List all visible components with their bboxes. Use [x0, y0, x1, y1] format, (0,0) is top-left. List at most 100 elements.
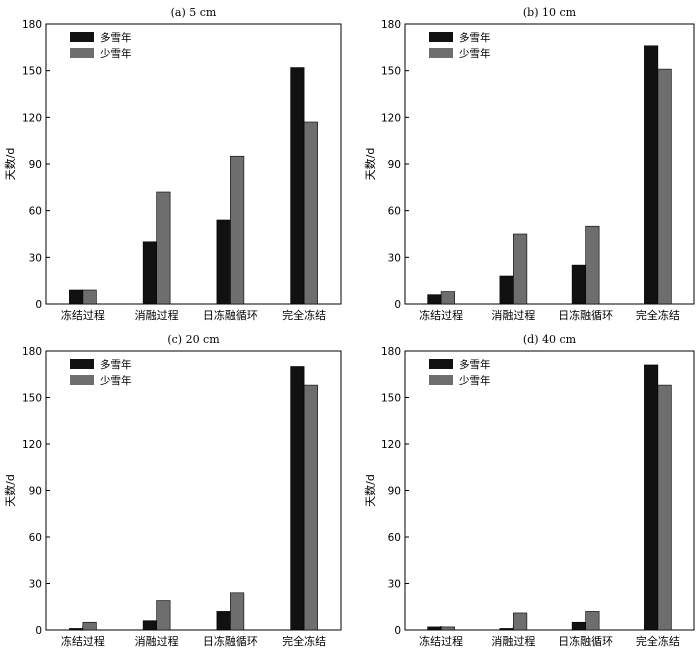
legend-swatch: [70, 32, 94, 42]
y-tick-label: 120: [22, 439, 42, 451]
y-tick-label: 0: [394, 625, 401, 637]
y-tick-label: 180: [22, 346, 42, 358]
y-tick-label: 90: [29, 159, 42, 171]
x-category-label: 完全冻结: [282, 634, 326, 648]
y-tick-label: 30: [29, 252, 42, 264]
bar-heavy-snow: [427, 294, 442, 305]
y-axis-label: 天数/d: [364, 474, 377, 507]
chart-title: (b) 10 cm: [523, 6, 577, 19]
y-tick-label: 180: [22, 19, 42, 31]
bar-light-snow: [303, 384, 318, 631]
bar-light-snow: [82, 289, 97, 305]
bar-heavy-snow: [644, 364, 659, 631]
bar-heavy-snow: [571, 621, 586, 631]
x-category-label: 冻结过程: [419, 634, 463, 648]
x-category-label: 消融过程: [135, 308, 179, 322]
x-category-label: 日冻融循环: [203, 308, 258, 322]
bar-light-snow: [230, 592, 245, 631]
y-tick-label: 180: [381, 19, 401, 31]
bar-heavy-snow: [290, 67, 305, 305]
bar-light-snow: [657, 384, 672, 631]
y-tick-label: 150: [22, 66, 42, 78]
bar-light-snow: [82, 621, 97, 631]
x-category-label: 日冻融循环: [203, 634, 258, 648]
x-category-label: 完全冻结: [636, 634, 680, 648]
x-category-label: 完全冻结: [282, 308, 326, 322]
chart-title: (d) 40 cm: [523, 333, 577, 346]
bar-heavy-snow: [290, 366, 305, 631]
x-category-label: 消融过程: [135, 634, 179, 648]
legend-label: 少雪年: [459, 374, 491, 387]
y-tick-label: 180: [381, 346, 401, 358]
x-category-label: 完全冻结: [636, 308, 680, 322]
legend-swatch: [429, 359, 453, 369]
legend-label: 少雪年: [459, 47, 491, 60]
bar-light-snow: [657, 68, 672, 305]
y-tick-label: 0: [35, 625, 42, 637]
legend-swatch: [70, 359, 94, 369]
bar-light-snow: [440, 626, 455, 631]
legend-label: 少雪年: [100, 374, 132, 387]
y-tick-label: 120: [381, 439, 401, 451]
y-axis-label: 天数/d: [364, 148, 377, 181]
bar-heavy-snow: [216, 611, 231, 631]
bar-heavy-snow: [499, 275, 514, 305]
y-axis-label: 天数/d: [4, 474, 17, 507]
chart-panel-4: (d) 40 cm 0 30 60 90 120 150 180 天数/d 冻结过程 消融过程 日冻融…: [364, 333, 695, 648]
legend-label: 多雪年: [459, 358, 491, 371]
bar-light-snow: [156, 191, 171, 305]
chart-title: (c) 20 cm: [167, 333, 220, 346]
legend-label: 少雪年: [100, 47, 132, 60]
y-tick-label: 60: [388, 532, 401, 544]
x-category-label: 消融过程: [491, 308, 535, 322]
y-tick-label: 0: [394, 299, 401, 311]
bar-heavy-snow: [571, 264, 586, 305]
y-tick-label: 60: [29, 206, 42, 218]
y-tick-label: 150: [381, 393, 401, 405]
chart-panel-3: (c) 20 cm 0 30 60 90 120 150 180 天数/d 冻结过程 消融过程 日冻融…: [4, 333, 342, 648]
y-tick-label: 150: [381, 66, 401, 78]
chart-title: (a) 5 cm: [171, 6, 217, 19]
legend-swatch: [70, 48, 94, 58]
y-tick-label: 30: [388, 252, 401, 264]
bar-light-snow: [585, 611, 600, 631]
bar-heavy-snow: [142, 241, 157, 305]
chart-panel-1: (a) 5 cm 0 30 60 90 120 150 180 天数/d 冻结过程 消融过程 日冻融循…: [4, 6, 342, 322]
y-tick-label: 150: [22, 393, 42, 405]
y-tick-label: 30: [388, 579, 401, 591]
legend-label: 多雪年: [100, 358, 132, 371]
bar-light-snow: [440, 291, 455, 305]
bar-light-snow: [303, 121, 318, 305]
chart-panel-2: (b) 10 cm 0 30 60 90 120 150 180 天数/d 冻结过程 消融过程 日冻融…: [364, 6, 695, 322]
y-axis-label: 天数/d: [4, 148, 17, 181]
bar-heavy-snow: [69, 289, 84, 305]
y-tick-label: 120: [381, 112, 401, 124]
bar-heavy-snow: [499, 628, 514, 631]
x-category-label: 日冻融循环: [558, 634, 613, 648]
bar-light-snow: [230, 155, 245, 305]
bar-light-snow: [156, 600, 171, 631]
x-category-label: 冻结过程: [419, 308, 463, 322]
x-category-label: 冻结过程: [61, 634, 105, 648]
legend-swatch: [429, 48, 453, 58]
y-tick-label: 90: [29, 486, 42, 498]
bar-heavy-snow: [142, 620, 157, 631]
bar-light-snow: [585, 225, 600, 305]
legend-swatch: [70, 375, 94, 385]
x-category-label: 日冻融循环: [558, 308, 613, 322]
legend-label: 多雪年: [459, 31, 491, 44]
bar-heavy-snow: [427, 626, 442, 631]
y-tick-label: 60: [29, 532, 42, 544]
bar-heavy-snow: [216, 219, 231, 305]
y-tick-label: 60: [388, 206, 401, 218]
y-tick-label: 30: [29, 579, 42, 591]
bar-heavy-snow: [644, 45, 659, 305]
x-category-label: 消融过程: [491, 634, 535, 648]
legend-label: 多雪年: [100, 31, 132, 44]
y-tick-label: 0: [35, 299, 42, 311]
bar-heavy-snow: [69, 628, 84, 631]
bar-light-snow: [513, 233, 528, 305]
legend-swatch: [429, 375, 453, 385]
y-tick-label: 90: [388, 159, 401, 171]
